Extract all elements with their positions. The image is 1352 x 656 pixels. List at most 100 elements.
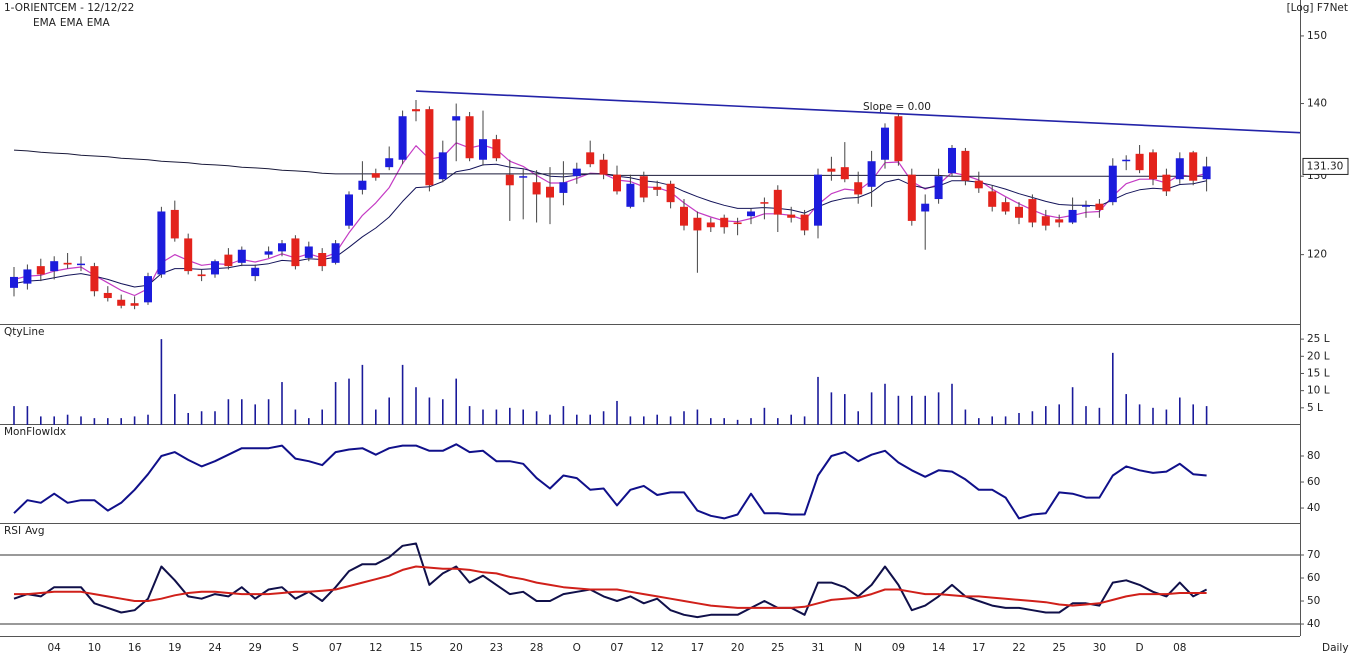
y-tick-label: 5 L (1307, 402, 1323, 414)
candle-body (224, 254, 233, 267)
legend-entry: EMA (33, 17, 57, 29)
candle-body (706, 222, 715, 228)
y-tick-label: 60 (1307, 572, 1320, 584)
candle-body (1149, 152, 1157, 180)
candle-body (465, 116, 474, 159)
candle-body (840, 167, 849, 180)
candle-body (666, 183, 675, 203)
x-tick-label: 31 (811, 642, 824, 654)
candle-body (546, 186, 554, 198)
candle-body (371, 173, 380, 178)
candle-body (773, 189, 782, 215)
x-tick-label: 25 (1053, 642, 1066, 654)
y-tick-label: 50 (1307, 595, 1320, 607)
candle-body (948, 147, 956, 174)
trend-label: Slope = 0.00 (863, 101, 931, 113)
candle-body (157, 211, 166, 275)
x-tick-label: 24 (208, 642, 222, 654)
x-tick-label: S (292, 642, 299, 654)
indicator-line (14, 565, 1207, 609)
x-tick-label: 12 (369, 642, 382, 654)
candle-body (1122, 159, 1131, 162)
x-tick-label: 17 (691, 642, 704, 654)
y-tick-label: 20 L (1307, 350, 1330, 362)
x-tick-label: 20 (731, 642, 744, 654)
candle-body (747, 211, 755, 217)
candle-body (559, 182, 568, 193)
candle-body (800, 214, 809, 231)
x-axis-label: Daily (1322, 642, 1349, 654)
candle-body (50, 261, 59, 272)
candle-body (1041, 216, 1050, 226)
candle-body (197, 274, 206, 277)
candle-body (961, 150, 970, 181)
candle-body (639, 176, 648, 198)
candle-body (345, 194, 353, 226)
y-tick-label: 70 (1307, 549, 1320, 561)
candle-body (827, 168, 836, 172)
y-tick-label: 150 (1307, 30, 1327, 42)
candle-body (693, 217, 702, 231)
candle-body (733, 222, 742, 225)
legend-entry: Avg (25, 525, 44, 537)
y-tick-label: 15 L (1307, 367, 1330, 379)
x-tick-label: 07 (329, 642, 342, 654)
candle-body (291, 238, 300, 267)
x-tick-label: 30 (1093, 642, 1106, 654)
legend-entry: RSI (4, 525, 21, 537)
candle-body (532, 182, 541, 195)
x-tick-label: 20 (450, 642, 463, 654)
candle-body (251, 267, 260, 277)
chart-title: 1-ORIENTCEM - 12/12/22 (4, 2, 134, 14)
legend-entry: EMA (87, 17, 111, 29)
x-tick-label: D (1136, 642, 1144, 654)
candle-body (358, 180, 367, 190)
candle-body (1189, 152, 1198, 181)
candle-body (144, 276, 152, 303)
candle-body (653, 186, 662, 190)
trend-line (415, 90, 1301, 134)
candle-body (626, 183, 635, 207)
candle-body (1175, 158, 1184, 180)
candle-body (1015, 206, 1023, 218)
candle-body (452, 116, 461, 121)
candle-body (438, 152, 447, 180)
candle-body (1028, 199, 1037, 223)
candle-body (760, 202, 769, 204)
candle-body (184, 238, 193, 272)
last-price-label: 131.30 (1307, 160, 1344, 172)
x-tick-label: 19 (168, 642, 181, 654)
candle-body (63, 262, 72, 265)
candle-body (36, 266, 45, 275)
candle-body (1108, 165, 1117, 203)
x-tick-label: 16 (128, 642, 142, 654)
candle-body (1055, 219, 1064, 223)
candle-body (90, 266, 99, 292)
candle-body (787, 214, 796, 218)
candle-body (237, 249, 246, 263)
candle-body (1135, 153, 1144, 171)
candle-body (1202, 166, 1211, 180)
candle-body (425, 109, 434, 186)
indicator-line (13, 443, 1207, 520)
candle-body (398, 116, 407, 160)
x-tick-label: O (573, 642, 581, 654)
panel-title: MonFlowIdx (4, 426, 66, 438)
y-tick-label: 140 (1307, 98, 1327, 110)
x-tick-label: 10 (88, 642, 101, 654)
y-tick-label: 40 (1307, 502, 1320, 514)
x-tick-label: 09 (892, 642, 905, 654)
x-tick-label: 14 (932, 642, 946, 654)
candle-body (479, 139, 487, 160)
x-tick-label: 15 (409, 642, 422, 654)
candle-body (934, 176, 943, 200)
candle-body (720, 217, 729, 228)
x-tick-label: 12 (651, 642, 664, 654)
x-tick-label: N (854, 642, 862, 654)
candle-body (1068, 209, 1077, 223)
candle-body (974, 180, 983, 189)
candle-body (117, 299, 126, 306)
x-tick-label: 25 (771, 642, 784, 654)
candle-body (331, 243, 340, 263)
